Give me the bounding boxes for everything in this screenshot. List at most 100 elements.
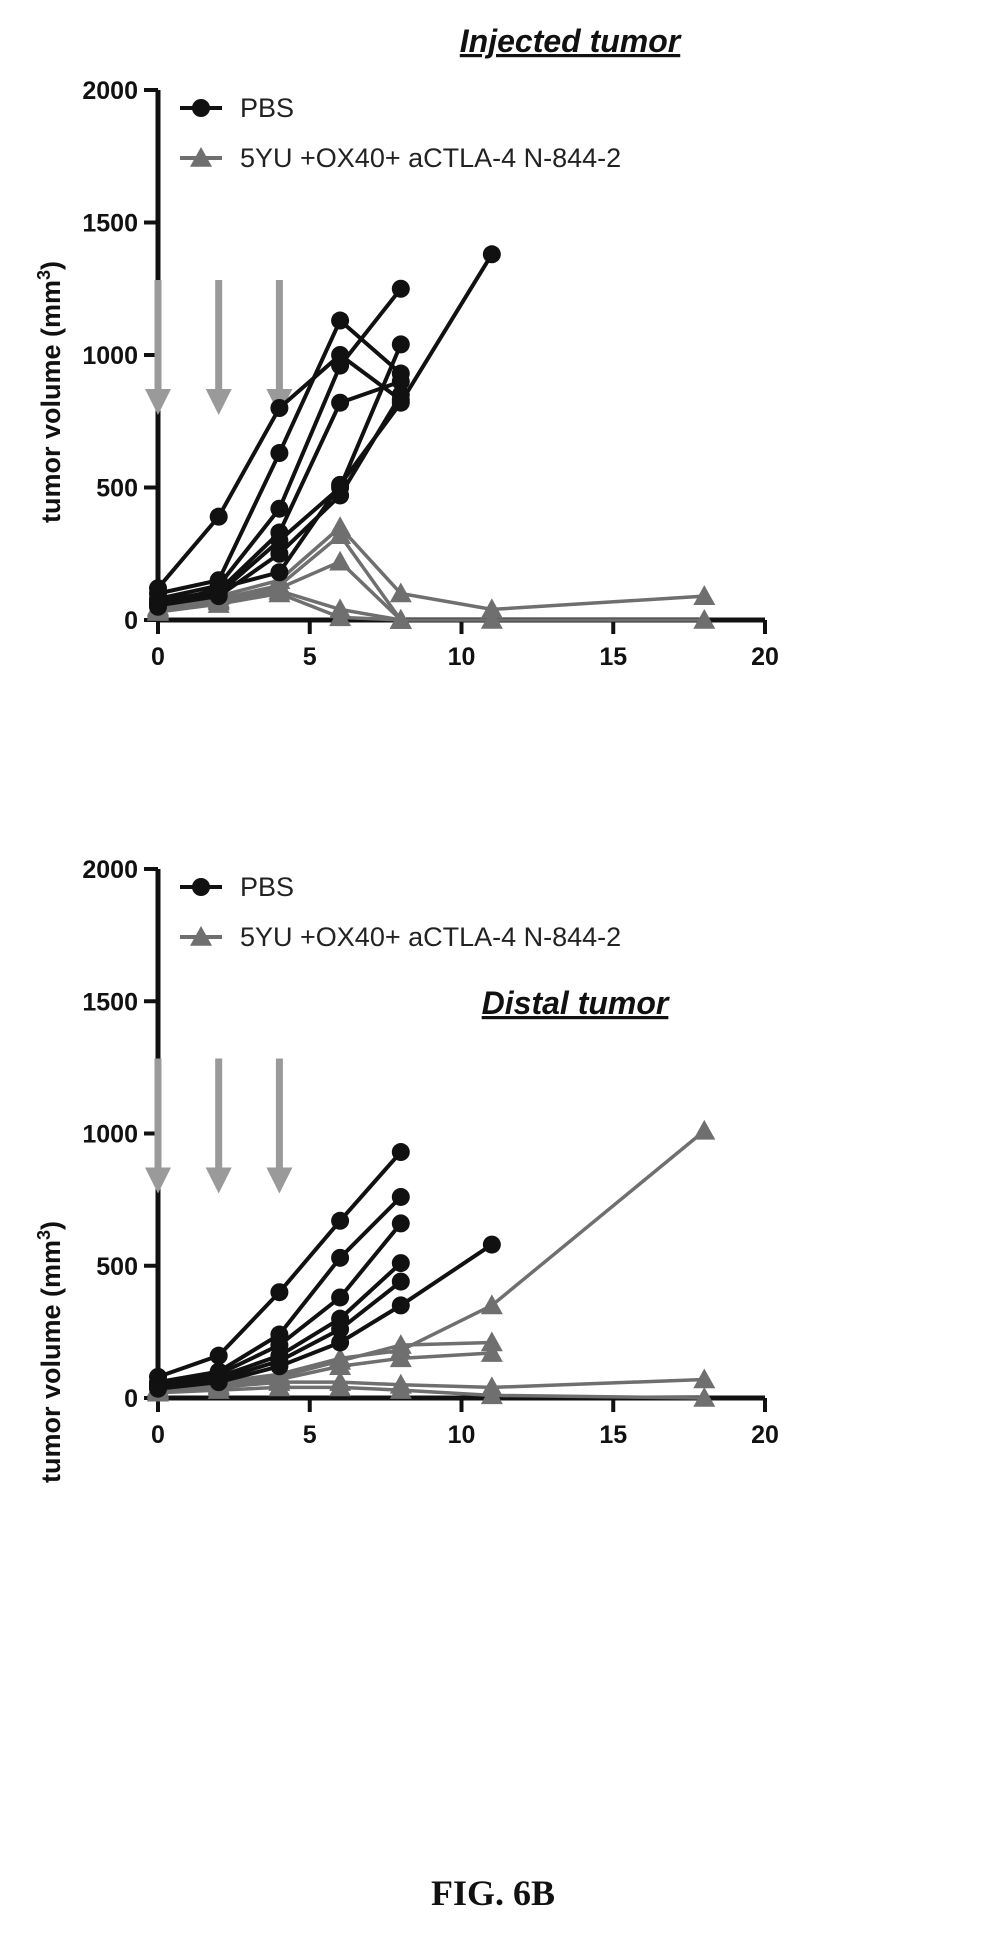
- y-tick-label: 500: [96, 1253, 138, 1281]
- data-point: [331, 475, 350, 494]
- y-tick-label: 2000: [82, 77, 138, 105]
- legend-label: 5YU +OX40+ aCTLA-4 N-844-2: [240, 143, 621, 173]
- data-point: [331, 1320, 350, 1339]
- data-point: [389, 609, 412, 629]
- data-point: [389, 582, 412, 603]
- y-label-close: ): [36, 1221, 66, 1230]
- data-point: [391, 393, 410, 412]
- chart-title-distal: Distal tumor: [482, 985, 670, 1021]
- y-axis-label-distal: tumor volume (mm3): [34, 1221, 66, 1483]
- data-point: [329, 524, 352, 544]
- dose-arrow-head: [145, 389, 171, 415]
- y-tick-label: 0: [124, 607, 138, 635]
- legend-injected: PBS 5YU +OX40+ aCTLA-4 N-844-2: [180, 93, 621, 173]
- series-line: [157, 1242, 493, 1391]
- x-tick-label: 20: [751, 1421, 779, 1449]
- data-point: [270, 544, 289, 563]
- data-point: [209, 1373, 228, 1392]
- series-injected: [147, 245, 716, 629]
- data-point: [480, 1384, 503, 1405]
- pbs-series: [149, 245, 501, 616]
- x-tick-label: 0: [151, 1421, 165, 1449]
- data-point: [329, 1355, 352, 1376]
- legend-distal: PBS 5YU +OX40+ aCTLA-4 N-844-2: [180, 872, 621, 952]
- data-point: [480, 1294, 503, 1315]
- axes-distal: 0 500 1000 1500 2000 0 5 10 15 20: [82, 856, 779, 1449]
- figure-caption: FIG. 6B: [431, 1873, 555, 1913]
- y-tick-label: 500: [96, 475, 138, 503]
- legend-triangle-icon: [190, 926, 212, 946]
- legend-label: PBS: [240, 93, 294, 123]
- data-point: [482, 245, 501, 264]
- y-label-text: tumor volume (mm: [36, 1240, 66, 1483]
- data-point: [331, 1211, 350, 1230]
- dose-arrow-icon: [266, 280, 293, 415]
- x-tick-label: 5: [303, 643, 317, 671]
- data-point: [149, 1379, 167, 1398]
- dose-arrows-distal: [145, 1058, 293, 1194]
- x-tick-label: 15: [599, 1421, 627, 1449]
- legend-label: PBS: [240, 872, 294, 902]
- data-point: [693, 1387, 716, 1407]
- dose-arrow-head: [205, 1167, 232, 1194]
- dose-arrow-head: [266, 1167, 293, 1194]
- data-point: [331, 1288, 350, 1307]
- data-point: [391, 1214, 410, 1233]
- data-point: [209, 507, 228, 526]
- pbs-series: [149, 1235, 501, 1398]
- data-point: [389, 1379, 412, 1399]
- x-tick-label: 10: [448, 1421, 476, 1449]
- data-point: [270, 563, 289, 582]
- data-point: [268, 1376, 291, 1397]
- y-tick-label: 2000: [82, 856, 138, 884]
- dose-arrows-injected: [145, 280, 293, 415]
- data-point: [389, 1347, 412, 1368]
- axes-injected: 0 500 1000 1500 2000 0 5 10 15 20: [82, 77, 779, 671]
- data-point: [391, 279, 410, 298]
- data-point: [329, 606, 352, 627]
- x-tick-label: 20: [751, 643, 779, 671]
- series-distal: [147, 1119, 716, 1407]
- data-point: [693, 1368, 716, 1389]
- data-point: [329, 550, 352, 571]
- series-line: [157, 1129, 706, 1390]
- data-point: [391, 1272, 410, 1291]
- chart-title-injected: Injected tumor: [460, 23, 682, 59]
- dose-arrow-head: [145, 1167, 171, 1194]
- injected-tumor-panel: Injected tumor tumor volume (mm3) 0 500 10…: [34, 23, 779, 671]
- data-point: [391, 372, 410, 391]
- data-point: [480, 609, 503, 629]
- y-tick-label: 1500: [82, 988, 138, 1016]
- data-point: [391, 1143, 410, 1162]
- data-point: [331, 393, 350, 412]
- data-point: [149, 597, 167, 616]
- data-point: [270, 1357, 289, 1376]
- data-point: [693, 585, 716, 605]
- y-tick-label: 1500: [82, 210, 138, 238]
- data-point: [209, 579, 228, 598]
- data-point: [270, 499, 289, 518]
- data-point: [209, 1346, 228, 1365]
- dose-arrow-icon: [205, 1058, 232, 1194]
- dose-arrow-icon: [266, 1058, 293, 1194]
- data-point: [270, 1283, 289, 1302]
- treated-series: [147, 550, 716, 629]
- data-point: [331, 1248, 350, 1267]
- data-point: [329, 1376, 352, 1397]
- data-point: [389, 1334, 412, 1354]
- x-tick-label: 10: [448, 643, 476, 671]
- distal-tumor-panel: Distal tumor tumor volume (mm3) 05001000…: [34, 856, 779, 1483]
- x-tick-label: 5: [303, 1421, 317, 1449]
- y-tick-label: 1000: [82, 342, 138, 370]
- data-point: [391, 335, 410, 354]
- data-point: [480, 1331, 503, 1352]
- data-point: [331, 311, 350, 330]
- data-point: [480, 598, 503, 619]
- x-tick-label: 15: [599, 643, 627, 671]
- data-point: [693, 609, 716, 629]
- treated-series: [147, 1119, 716, 1397]
- data-point: [270, 531, 289, 550]
- legend-triangle-icon: [190, 147, 212, 167]
- y-axis-label-injected: tumor volume (mm3): [34, 261, 66, 523]
